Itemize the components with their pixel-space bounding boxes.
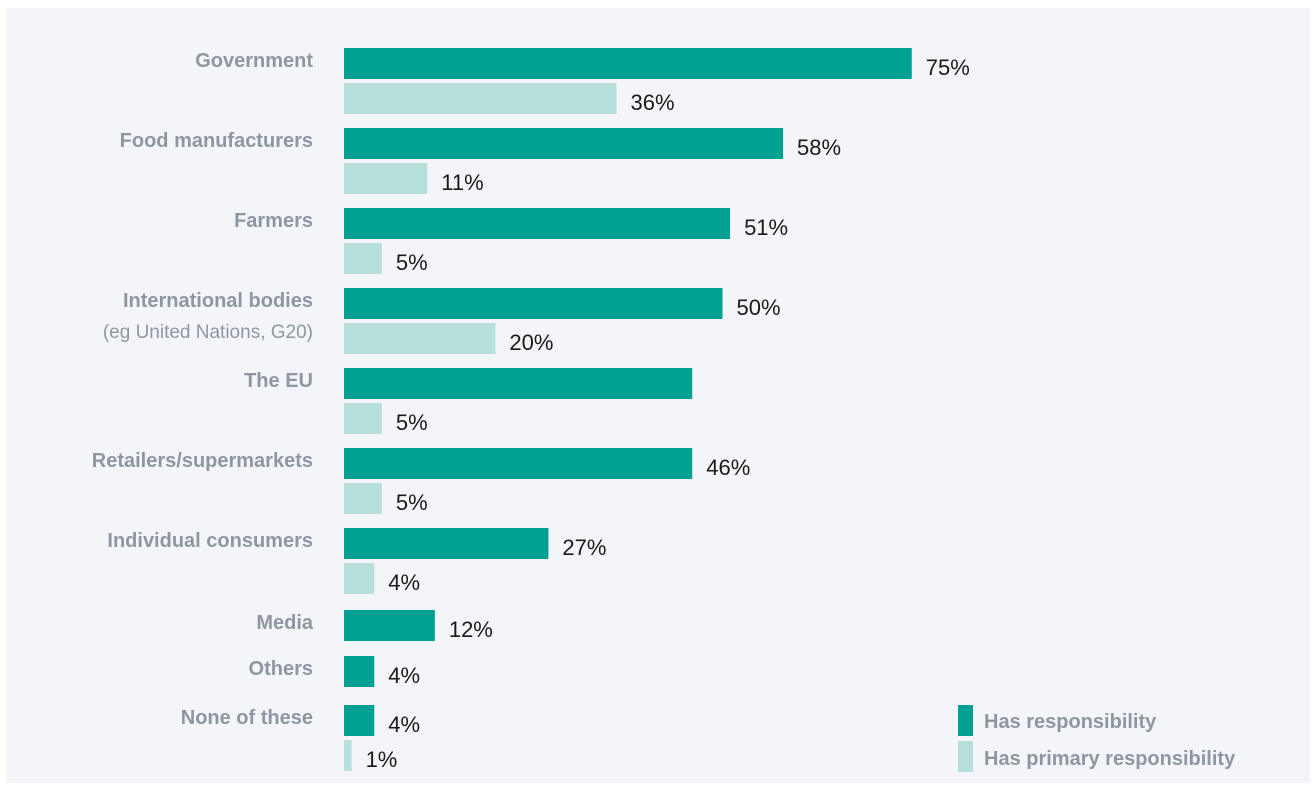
category-label-government: Government bbox=[195, 50, 313, 72]
category-label-media: Media bbox=[256, 612, 314, 634]
bar-individual-consumers-has-responsibility bbox=[344, 528, 549, 559]
value-label-none-of-these-has-responsibility: 4% bbox=[388, 712, 420, 737]
category-label-others: Others bbox=[249, 658, 313, 680]
legend-label-has-primary-responsibility: Has primary responsibility bbox=[984, 748, 1236, 770]
bar-farmers-has-primary-responsibility bbox=[344, 243, 382, 274]
bar-retailers-supermarkets-has-responsibility bbox=[344, 448, 693, 479]
bar-none-of-these-has-primary-responsibility bbox=[344, 740, 352, 771]
value-label-farmers-has-primary-responsibility: 5% bbox=[396, 250, 428, 275]
bar-others-has-responsibility bbox=[344, 656, 375, 687]
category-label-the-eu: The EU bbox=[244, 370, 313, 392]
bar-government-has-responsibility bbox=[344, 48, 912, 79]
bar-individual-consumers-has-primary-responsibility bbox=[344, 563, 375, 594]
legend: Has responsibility Has primary responsib… bbox=[958, 705, 1236, 772]
category-labels: Government Food manufacturers Farmers Inter… bbox=[92, 50, 314, 729]
bar-media-has-responsibility bbox=[344, 610, 435, 641]
category-label-farmers: Farmers bbox=[234, 210, 313, 232]
category-sublabel-international-bodies: (eg United Nations, G20) bbox=[103, 322, 313, 343]
value-labels: 75% 36% 58% 11% 51% 5% 50% 20% 5% 46% 5% 27% 4% 12% 4%… bbox=[366, 55, 970, 772]
value-label-retailers-supermarkets-has-responsibility: 46% bbox=[706, 455, 750, 480]
value-label-individual-consumers-has-responsibility: 27% bbox=[562, 535, 606, 560]
value-label-government-has-primary-responsibility: 36% bbox=[631, 90, 675, 115]
bar-international-bodies-has-responsibility bbox=[344, 288, 723, 319]
value-label-international-bodies-has-responsibility: 50% bbox=[737, 295, 781, 320]
responsibility-bar-chart: Government Food manufacturers Farmers Inter… bbox=[92, 48, 1236, 772]
legend-label-has-responsibility: Has responsibility bbox=[984, 711, 1157, 733]
value-label-food-manufacturers-has-responsibility: 58% bbox=[797, 135, 841, 160]
bar-retailers-supermarkets-has-primary-responsibility bbox=[344, 483, 382, 514]
bar-none-of-these-has-responsibility bbox=[344, 705, 375, 736]
value-label-none-of-these-has-primary-responsibility: 1% bbox=[366, 747, 398, 772]
category-label-international-bodies: International bodies bbox=[123, 290, 313, 312]
value-label-individual-consumers-has-primary-responsibility: 4% bbox=[388, 570, 420, 595]
bars bbox=[344, 48, 912, 771]
category-label-none-of-these: None of these bbox=[181, 707, 313, 729]
bar-farmers-has-responsibility bbox=[344, 208, 731, 239]
legend-swatch-has-primary-responsibility bbox=[958, 741, 973, 772]
category-label-individual-consumers: Individual consumers bbox=[107, 530, 313, 552]
bar-the-eu-has-responsibility bbox=[344, 368, 693, 399]
bar-international-bodies-has-primary-responsibility bbox=[344, 323, 496, 354]
legend-swatch-has-responsibility bbox=[958, 705, 973, 736]
value-label-others-has-responsibility: 4% bbox=[388, 663, 420, 688]
value-label-farmers-has-responsibility: 51% bbox=[744, 215, 788, 240]
category-label-retailers-supermarkets: Retailers/supermarkets bbox=[92, 450, 313, 472]
value-label-food-manufacturers-has-primary-responsibility: 11% bbox=[441, 170, 483, 195]
value-label-government-has-responsibility: 75% bbox=[926, 55, 970, 80]
value-label-international-bodies-has-primary-responsibility: 20% bbox=[509, 330, 553, 355]
value-label-the-eu-has-primary-responsibility: 5% bbox=[396, 410, 428, 435]
bar-government-has-primary-responsibility bbox=[344, 83, 617, 114]
category-label-food-manufacturers: Food manufacturers bbox=[120, 130, 313, 152]
value-label-retailers-supermarkets-has-primary-responsibility: 5% bbox=[396, 490, 428, 515]
bar-the-eu-has-primary-responsibility bbox=[344, 403, 382, 434]
value-label-media-has-responsibility: 12% bbox=[449, 617, 493, 642]
bar-food-manufacturers-has-primary-responsibility bbox=[344, 163, 428, 194]
chart-panel: Government Food manufacturers Farmers Inter… bbox=[6, 8, 1310, 783]
bar-food-manufacturers-has-responsibility bbox=[344, 128, 784, 159]
